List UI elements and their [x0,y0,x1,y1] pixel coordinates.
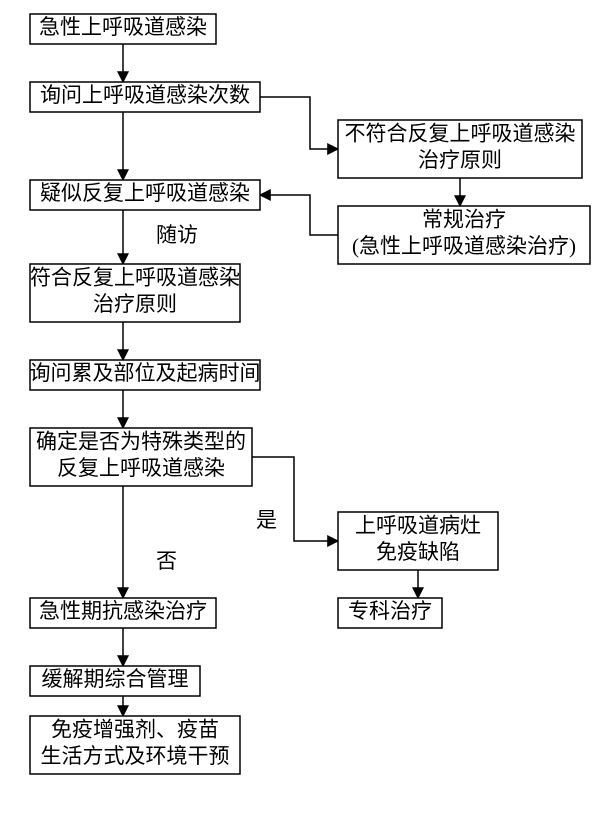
edge-label: 是 [256,508,277,532]
node-label: 符合反复上呼吸道感染 [30,266,240,290]
node-label: 生活方式及环境干预 [41,744,230,768]
node-label: 询问上呼吸道感染次数 [40,83,250,107]
node-label: 专科治疗 [348,599,432,623]
node-label: 常规治疗 [422,208,506,232]
node-label: 治疗原则 [418,148,502,172]
edge-label: 随访 [156,223,198,247]
flowchart-node: 疑似反复上呼吸道感染 [30,180,260,210]
flowchart-node: 急性上呼吸道感染 [30,14,216,44]
flowchart-edge [260,195,338,235]
node-label: 疑似反复上呼吸道感染 [40,181,250,205]
node-label: 不符合反复上呼吸道感染 [345,122,576,146]
node-label: (急性上呼吸道感染治疗) [352,234,576,258]
node-label: 询问累及部位及起病时间 [30,361,261,385]
flowchart-node: 上呼吸道病灶免疫缺陷 [338,512,498,570]
node-label: 免疫缺陷 [376,540,460,564]
node-label: 免疫增强剂、疫苗 [51,718,219,742]
flowchart-node: 确定是否为特殊类型的反复上呼吸道感染 [30,428,252,486]
node-label: 急性期抗感染治疗 [39,599,207,623]
flowchart-node: 缓解期综合管理 [30,666,200,696]
flowchart-node: 询问上呼吸道感染次数 [30,82,260,112]
flowchart-node: 免疫增强剂、疫苗生活方式及环境干预 [30,716,240,774]
node-label: 上呼吸道病灶 [355,514,481,538]
node-label: 缓解期综合管理 [42,667,189,691]
node-label: 治疗原则 [93,292,177,316]
flowchart-node: 专科治疗 [338,598,442,628]
node-label: 确定是否为特殊类型的 [36,430,246,454]
node-label: 急性上呼吸道感染 [39,15,207,39]
flowchart-node: 急性期抗感染治疗 [30,598,216,628]
flowchart-canvas: 急性上呼吸道感染询问上呼吸道感染次数不符合反复上呼吸道感染治疗原则疑似反复上呼吸… [0,0,600,830]
flowchart-node: 不符合反复上呼吸道感染治疗原则 [338,120,582,178]
flowchart-node: 符合反复上呼吸道感染治疗原则 [30,264,240,322]
node-label: 反复上呼吸道感染 [57,456,225,480]
flowchart-node: 询问累及部位及起病时间 [30,360,261,390]
edge-label: 否 [156,549,177,573]
flowchart-edge [260,97,338,149]
flowchart-node: 常规治疗(急性上呼吸道感染治疗) [338,206,590,264]
